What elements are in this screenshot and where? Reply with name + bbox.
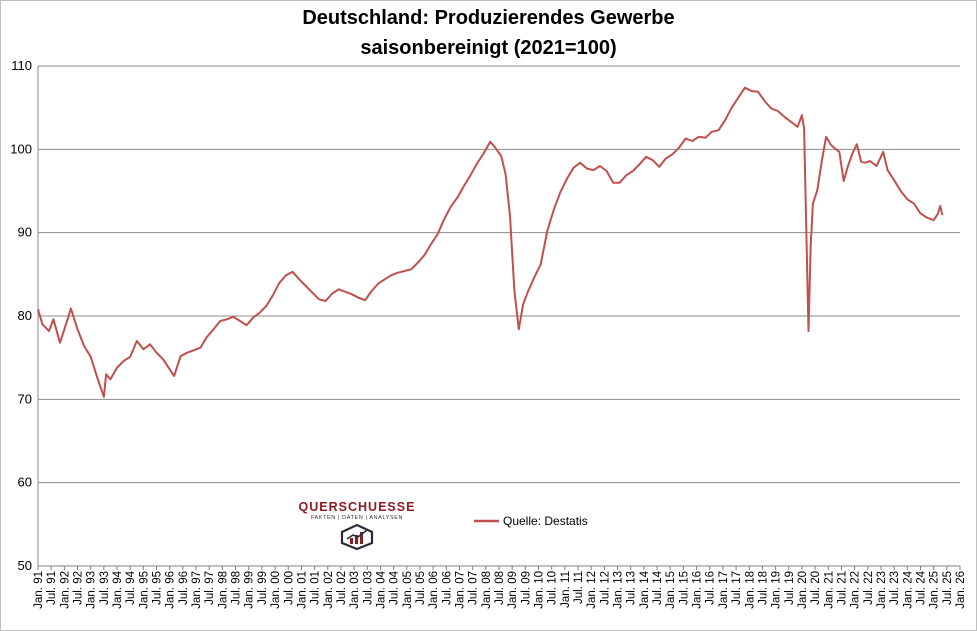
x-tick-label: Jan. 23: [876, 571, 888, 609]
x-tick-label: Jul. 19: [784, 571, 796, 605]
x-tick-label: Jul. 08: [494, 571, 506, 605]
x-tick-label: Jul. 16: [705, 571, 717, 605]
x-tick-label: Jul. 07: [468, 571, 480, 605]
series-layer: [37, 86, 944, 398]
x-tick-label: Jan. 14: [639, 570, 651, 608]
x-tick-label: Jul. 24: [915, 570, 927, 604]
x-tick-label: Jul. 06: [441, 571, 453, 605]
x-tick-label: Jul. 92: [73, 571, 85, 605]
x-tick-label: Jan. 09: [507, 571, 519, 609]
grid-lines: [38, 65, 960, 484]
x-tick-label: Jan. 06: [428, 571, 440, 609]
x-tick-label: Jul. 13: [626, 571, 638, 605]
x-tick-label: Jan. 92: [59, 571, 71, 609]
x-tick-label: Jan. 03: [349, 571, 361, 609]
legend: Quelle: Destatis: [474, 514, 588, 528]
x-tick-label: Jul. 95: [152, 571, 164, 605]
y-tick-label: 80: [18, 308, 32, 323]
x-tick-label: Jul. 20: [810, 571, 822, 605]
x-tick-label: Jan. 17: [718, 571, 730, 609]
x-tick-label: Jan. 25: [929, 571, 941, 609]
x-tick-label: Jan. 10: [534, 571, 546, 609]
chart-title: Deutschland: Produzierendes Gewerbe: [302, 7, 675, 29]
x-tick-label: Jul. 15: [678, 571, 690, 605]
x-tick-label: Jan. 13: [613, 571, 625, 609]
y-tick-label: 50: [18, 558, 32, 573]
x-tick-label: Jan. 96: [165, 571, 177, 609]
x-tick-label: Jan. 07: [454, 571, 466, 609]
series-line: [37, 86, 944, 398]
x-tick-label: Jan. 91: [33, 571, 45, 609]
x-tick-label: Jul. 17: [731, 571, 743, 605]
querschuesse-logo: QUERSCHUESSE FAKTEN | DATEN | ANALYSEN: [292, 500, 422, 558]
x-tick-label: Jul. 23: [889, 571, 901, 605]
x-tick-label: Jan. 95: [138, 571, 150, 609]
x-tick-label: Jan. 98: [217, 571, 229, 609]
x-tick-label: Jul. 02: [336, 571, 348, 605]
x-tick-label: Jul. 18: [757, 571, 769, 605]
x-tick-label: Jul. 99: [257, 571, 269, 605]
legend-label: Quelle: Destatis: [503, 514, 588, 528]
x-tick-label: Jan. 99: [244, 571, 256, 609]
x-tick-label: Jul. 04: [389, 570, 401, 604]
x-tick-label: Jul. 14: [652, 570, 664, 604]
y-axis-ticks: 50 60 70 80 90 100 110: [10, 58, 32, 573]
x-tick-label: Jan. 05: [402, 571, 414, 609]
x-tick-label: Jul. 96: [178, 571, 190, 605]
logo-hexagon-icon: [340, 524, 374, 550]
x-tick-label: Jul. 03: [362, 571, 374, 605]
x-tick-label: Jul. 01: [310, 571, 322, 605]
x-tick-label: Jan. 21: [823, 571, 835, 609]
logo-name: QUERSCHUESSE: [298, 500, 416, 514]
x-tick-label: Jan. 97: [191, 571, 203, 609]
y-tick-label: 90: [18, 225, 32, 240]
y-tick-label: 100: [10, 141, 32, 156]
x-tick-label: Jan. 22: [850, 571, 862, 609]
x-tick-label: Jan. 01: [296, 571, 308, 609]
x-tick-label: Jan. 00: [270, 571, 282, 609]
x-tick-label: Jan. 24: [902, 570, 914, 608]
x-tick-label: Jul. 94: [125, 570, 137, 604]
x-tick-label: Jul. 00: [283, 571, 295, 605]
x-axis: Jan. 91 Jul. 91 Jan. 92 Jul. 92 Jan. 93 Jul. …: [33, 66, 967, 609]
x-tick-label: Jan. 08: [481, 571, 493, 609]
x-tick-label: Jan. 15: [665, 571, 677, 609]
y-tick-label: 60: [18, 475, 32, 490]
x-tick-label: Jul. 10: [547, 571, 559, 605]
x-tick-label: Jan. 26: [955, 571, 967, 609]
x-tick-label: Jul. 05: [415, 571, 427, 605]
y-tick-label: 110: [11, 58, 32, 73]
x-tick-label: Jul. 21: [836, 571, 848, 605]
x-tick-label: Jul. 98: [231, 571, 243, 605]
x-tick-label: Jan. 20: [797, 571, 809, 609]
x-tick-label: Jul. 12: [599, 571, 611, 605]
x-tick-label: Jan. 11: [560, 571, 572, 608]
x-tick-label: Jan. 04: [375, 570, 387, 608]
y-tick-label: 70: [18, 391, 32, 406]
chart-subtitle: saisonbereinigt (2021=100): [360, 37, 617, 59]
x-tick-label: Jul. 22: [863, 571, 875, 605]
x-tick-label: Jul. 97: [204, 571, 216, 605]
x-tick-label: Jan. 12: [586, 571, 598, 609]
x-tick-label: Jan. 02: [323, 571, 335, 609]
x-tick-label: Jul. 93: [99, 571, 111, 605]
logo-tagline: FAKTEN | DATEN | ANALYSEN: [310, 515, 404, 521]
x-tick-label: Jan. 93: [86, 571, 98, 609]
x-tick-label: Jan. 18: [744, 571, 756, 609]
x-tick-label: Jul. 25: [942, 571, 954, 605]
x-tick-label: Jul. 09: [520, 571, 532, 605]
x-tick-label: Jan. 19: [771, 571, 783, 609]
x-tick-label: Jul. 11: [573, 571, 585, 604]
x-tick-label: Jan. 16: [692, 571, 704, 609]
x-tick-label: Jan. 94: [112, 570, 124, 608]
x-tick-label: Jul. 91: [46, 571, 58, 605]
